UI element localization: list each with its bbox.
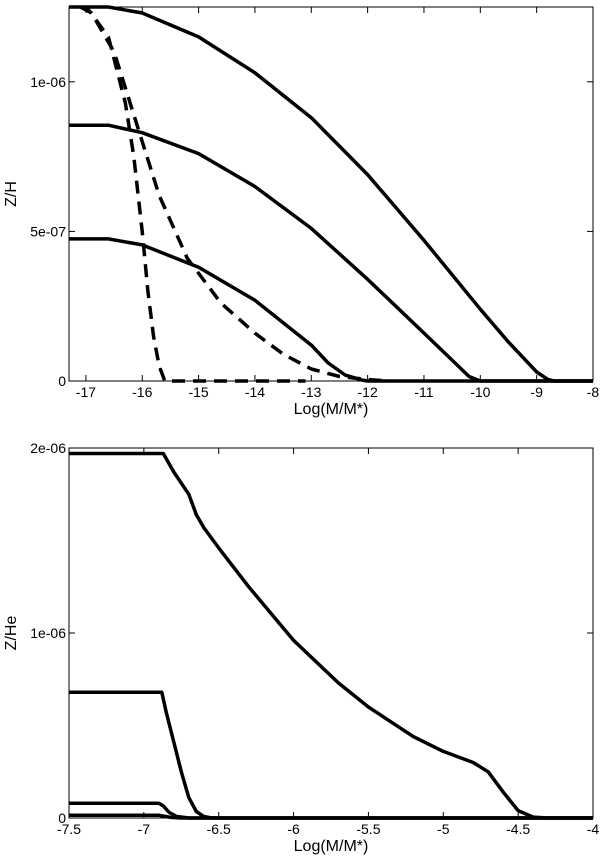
- top-panel-z-over-h: -17 -16 -15 -14 -13 -12 -11 -10 -9 -805e-071e-06 …: [3, 5, 599, 418]
- bottom-x-tick-label: -4.5: [506, 821, 530, 837]
- bottom-y-axis-label: Z/He: [3, 616, 20, 651]
- top-series-line-4: [79, 5, 391, 383]
- top-series-line-2: [69, 123, 593, 383]
- top-x-tick-label: -9: [530, 384, 543, 400]
- top-x-tick-label: -13: [301, 384, 321, 400]
- bottom-series-line-2: [69, 690, 593, 820]
- top-y-axis-label: Z/H: [3, 181, 20, 207]
- bottom-panel-z-over-he: -7.5 -7 -6.5 -6 -5.5 -5 -4.5 -4 0 1e-06 2e-06 Log(…: [3, 440, 599, 855]
- bottom-x-tick-label: -7.5: [57, 821, 81, 837]
- bottom-y-tick-label: 2e-06: [30, 440, 66, 456]
- bottom-x-tick-label: -5: [437, 821, 450, 837]
- top-x-tick-label: -8: [587, 384, 600, 400]
- top-x-tick-label: -16: [132, 384, 152, 400]
- top-x-tick-label: -12: [358, 384, 378, 400]
- top-x-tick-label: -14: [245, 384, 265, 400]
- bottom-ticks-layer: -7.5 -7 -6.5 -6 -5.5 -5 -4.5 -4 0 1e-06 2e-06: [30, 440, 599, 837]
- bottom-x-tick-label: -5.5: [356, 821, 380, 837]
- top-y-tick-label: 5e-07: [30, 223, 66, 239]
- top-x-axis-label: Log(M/M*): [294, 401, 369, 418]
- top-series-layer: [69, 5, 593, 383]
- top-x-tick-label: -11: [414, 384, 433, 400]
- bottom-y-tick-label: 0: [58, 810, 66, 826]
- bottom-x-tick-label: -7: [138, 821, 151, 837]
- bottom-x-tick-label: -6: [287, 821, 300, 837]
- bottom-series-line-1: [69, 451, 593, 820]
- bottom-x-tick-label: -6.5: [207, 821, 231, 837]
- bottom-plot-frame: [68, 447, 594, 819]
- top-series-line-1: [69, 5, 593, 383]
- top-series-line-5: [79, 5, 306, 383]
- bottom-y-tick-label: 1e-06: [30, 625, 66, 641]
- top-x-tick-label: -15: [188, 384, 208, 400]
- top-plot-frame: [68, 6, 594, 382]
- top-y-tick-label: 1e-06: [30, 74, 66, 90]
- top-x-tick-label: -17: [76, 384, 96, 400]
- bottom-x-axis-label: Log(M/M*): [294, 838, 369, 855]
- bottom-series-layer: [69, 451, 593, 820]
- top-ticks-layer: -17 -16 -15 -14 -13 -12 -11 -10 -9 -8 0 5e-07 1e-06: [30, 7, 599, 400]
- top-y-tick-label: 0: [58, 373, 66, 389]
- top-x-tick-label: -10: [470, 384, 490, 400]
- bottom-x-tick-label: -4: [587, 821, 600, 837]
- top-series-line-3: [69, 237, 593, 383]
